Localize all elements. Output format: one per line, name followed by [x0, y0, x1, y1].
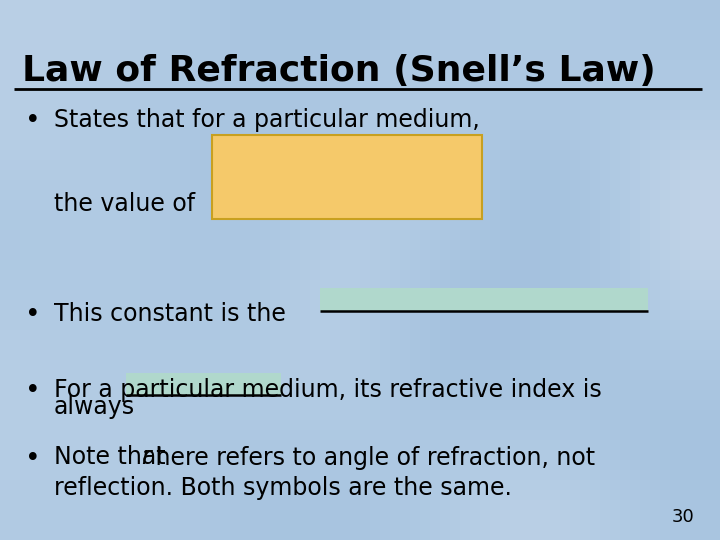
Text: 30: 30 [672, 509, 695, 526]
Text: •: • [25, 302, 41, 328]
Text: always: always [54, 395, 135, 419]
Text: •: • [25, 378, 41, 404]
FancyBboxPatch shape [320, 288, 648, 310]
Text: Note that: Note that [54, 446, 173, 469]
FancyBboxPatch shape [212, 135, 482, 219]
Text: States that for a particular medium,: States that for a particular medium, [54, 108, 480, 132]
Text: •: • [25, 446, 41, 471]
Text: r: r [141, 446, 151, 469]
Text: For a particular medium, its refractive index is: For a particular medium, its refractive … [54, 378, 602, 402]
Text: here refers to angle of refraction, not: here refers to angle of refraction, not [148, 446, 595, 469]
Text: reflection. Both symbols are the same.: reflection. Both symbols are the same. [54, 476, 512, 500]
Text: the value of: the value of [54, 192, 195, 215]
Text: •: • [25, 108, 41, 134]
Text: Law of Refraction (Snell’s Law): Law of Refraction (Snell’s Law) [22, 54, 655, 88]
Text: This constant is the: This constant is the [54, 302, 286, 326]
FancyBboxPatch shape [126, 373, 281, 395]
